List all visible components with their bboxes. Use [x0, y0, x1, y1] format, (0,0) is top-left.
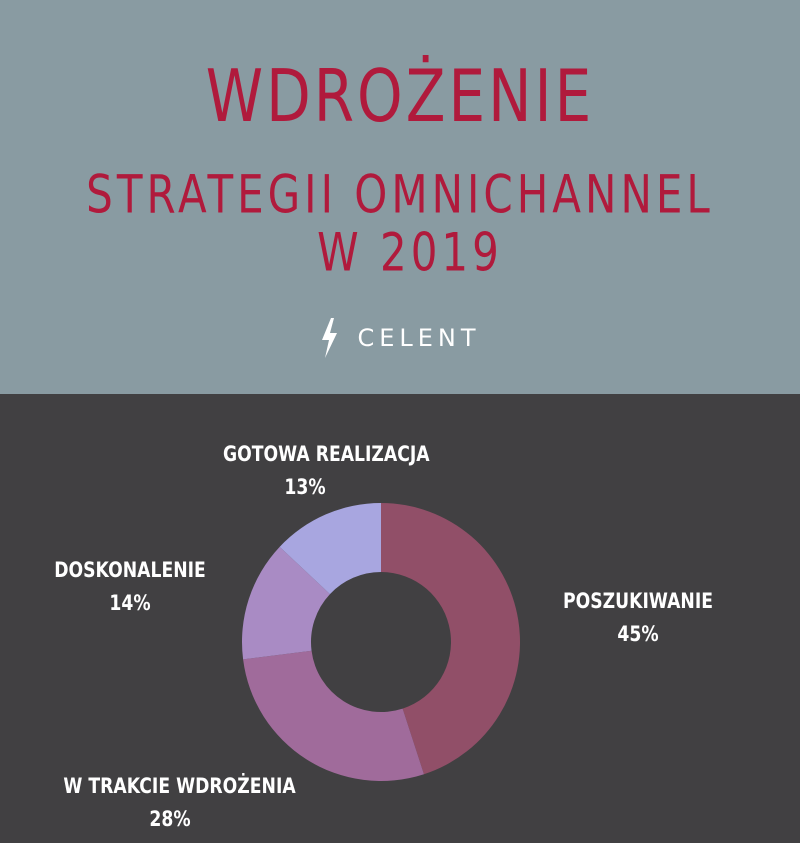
- legend-poszukiwanie: POSZUKIWANIE 45%: [556, 589, 720, 646]
- label-w-trakcie-wdrozenia: W TRAKCIE WDROŻENIA: [63, 774, 296, 798]
- label-poszukiwanie: POSZUKIWANIE: [562, 589, 714, 613]
- label-gotowa-realizacja: GOTOWA REALIZACJA: [223, 442, 430, 466]
- brand-logo: CELENT: [0, 318, 800, 358]
- value-doskonalenie: 14%: [109, 591, 151, 615]
- title-line-1: WDROŻENIE: [205, 53, 595, 139]
- slice-doskonalenie: [242, 546, 330, 660]
- value-gotowa-realizacja: 13%: [284, 475, 326, 499]
- donut-chart: [242, 503, 520, 781]
- title-line-3: W 2019: [317, 221, 503, 284]
- brand-name: CELENT: [357, 324, 481, 352]
- legend-w-trakcie-wdrozenia: W TRAKCIE WDROŻENIA 28%: [63, 774, 296, 831]
- chart-area: GOTOWA REALIZACJA 13% DOSKONALENIE 14% P…: [0, 394, 800, 843]
- label-doskonalenie: DOSKONALENIE: [54, 558, 206, 582]
- lightning-bolt-icon: [322, 318, 338, 358]
- value-poszukiwanie: 45%: [617, 622, 659, 646]
- legend-gotowa-realizacja: GOTOWA REALIZACJA 13%: [223, 442, 430, 499]
- slice-w-trakcie-wdrozenia: [243, 650, 424, 781]
- slice-gotowa-realizacja: [279, 503, 381, 595]
- value-w-trakcie-wdrozenia: 28%: [149, 807, 191, 831]
- legend-doskonalenie: DOSKONALENIE 14%: [52, 558, 208, 615]
- header-banner: WDROŻENIE STRATEGII OMNICHANNEL W 2019 C…: [0, 0, 800, 394]
- title-line-2: STRATEGII OMNICHANNEL: [86, 163, 714, 226]
- slice-poszukiwanie: [381, 503, 520, 775]
